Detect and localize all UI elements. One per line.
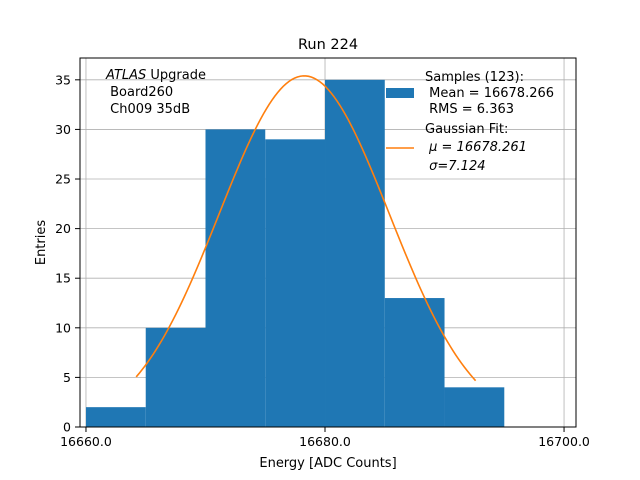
- y-axis: 0 5 10 15 20 25 30 35: [55, 72, 80, 435]
- y-tick-label-0: 0: [63, 420, 71, 435]
- y-tick-label-5: 25: [55, 172, 71, 187]
- x-tick-label-1: 16680.0: [299, 434, 351, 449]
- y-tick-label-3: 15: [55, 271, 71, 286]
- x-tick-label-2: 16700.0: [538, 434, 590, 449]
- annotation-italic: ATLAS: [105, 68, 146, 83]
- legend-samples-line-2: Mean = 16678.266: [425, 86, 554, 101]
- y-tick-label-4: 20: [55, 221, 71, 236]
- x-axis: 16660.0 16680.0 16700.0: [60, 427, 590, 449]
- legend-fit-line-2: μ = 16678.261: [425, 140, 527, 155]
- annotation-box: ATLAS Upgrade Board260 Ch009 35dB: [105, 68, 206, 117]
- histogram-bars: [85, 79, 505, 428]
- legend: Samples (123): Mean = 16678.266 RMS = 6.…: [386, 70, 554, 174]
- chart-title: Run 224: [298, 37, 358, 53]
- x-axis-label: Energy [ADC Counts]: [259, 456, 396, 471]
- y-tick-label-6: 30: [55, 122, 71, 137]
- plot-frame: [79, 57, 577, 428]
- histogram-bar-5: [384, 298, 445, 427]
- histogram-bar-3: [265, 139, 326, 427]
- annotation-rest: Upgrade: [146, 68, 206, 83]
- legend-samples-line-1: Samples (123):: [425, 70, 524, 85]
- annotation-line-3: Ch009 35dB: [106, 102, 190, 117]
- y-axis-label: Entries: [34, 220, 49, 266]
- legend-samples-swatch: [386, 88, 414, 98]
- legend-samples-line-3: RMS = 6.363: [425, 102, 514, 117]
- histogram-bar-2: [205, 129, 266, 427]
- legend-fit-line-3: σ=7.124: [425, 159, 485, 174]
- x-tick-label-0: 16660.0: [60, 434, 112, 449]
- histogram-bar-0: [85, 407, 146, 427]
- histogram-bar-4: [325, 79, 385, 428]
- histogram-bar-6: [444, 387, 505, 427]
- annotation-line-2: Board260: [106, 85, 173, 100]
- gaussian-fit-curve: [135, 75, 477, 382]
- y-tick-label-7: 35: [55, 72, 71, 87]
- annotation-line-1: ATLAS Upgrade: [105, 68, 206, 83]
- histogram-bar-1: [145, 327, 206, 427]
- legend-fit-line-1: Gaussian Fit:: [425, 122, 508, 137]
- y-tick-label-2: 10: [55, 320, 71, 335]
- y-tick-label-1: 5: [63, 370, 71, 385]
